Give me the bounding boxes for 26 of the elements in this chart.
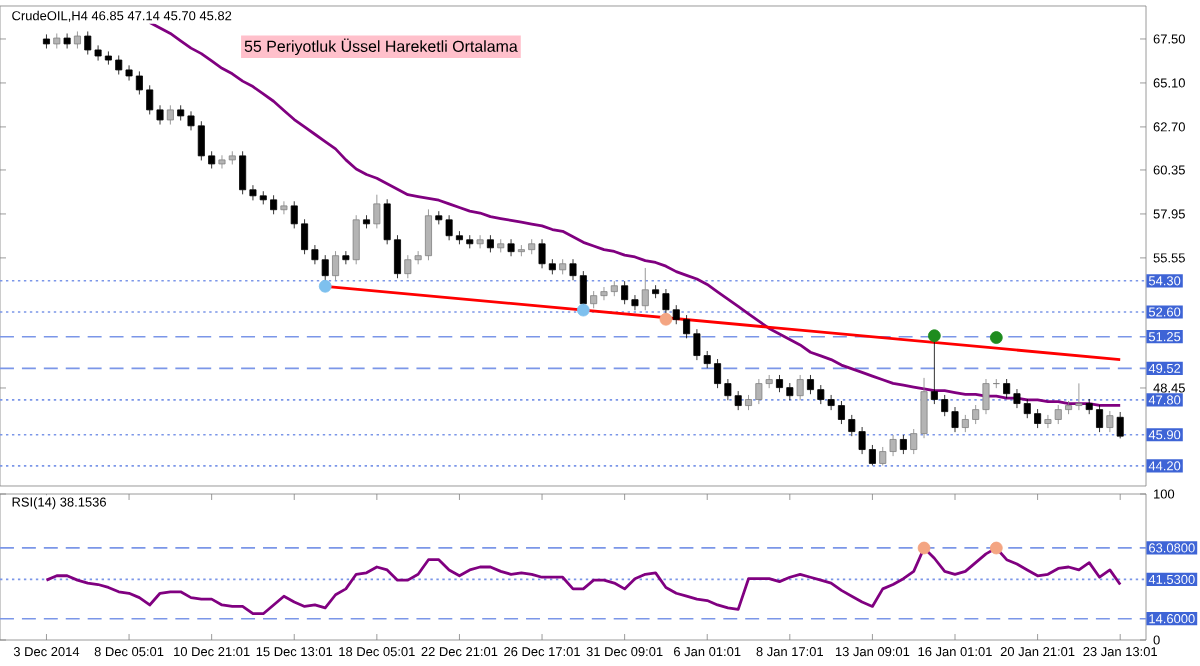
point: [927, 329, 941, 343]
candlestick: [899, 434, 907, 455]
candlestick: [1106, 410, 1114, 433]
point: [576, 303, 590, 317]
candlestick: [53, 33, 61, 49]
candlestick: [332, 250, 340, 281]
candlestick: [63, 33, 71, 49]
point: [989, 331, 1003, 344]
candlestick: [497, 238, 505, 253]
candlestick: [507, 238, 515, 257]
candlestick: [363, 214, 371, 229]
candlestick: [352, 214, 360, 265]
candlestick: [42, 33, 50, 49]
candlestick: [1116, 411, 1124, 439]
candlestick: [486, 234, 494, 253]
candlestick: [796, 374, 804, 401]
candlestick: [373, 194, 381, 229]
point: [318, 279, 332, 293]
candlestick: [166, 104, 174, 125]
point: [659, 312, 673, 326]
candlestick: [342, 250, 350, 265]
candlestick: [476, 234, 484, 249]
candlestick: [73, 31, 81, 49]
candlestick: [559, 258, 567, 275]
candlestick: [641, 267, 649, 311]
candlestick: [280, 200, 288, 215]
